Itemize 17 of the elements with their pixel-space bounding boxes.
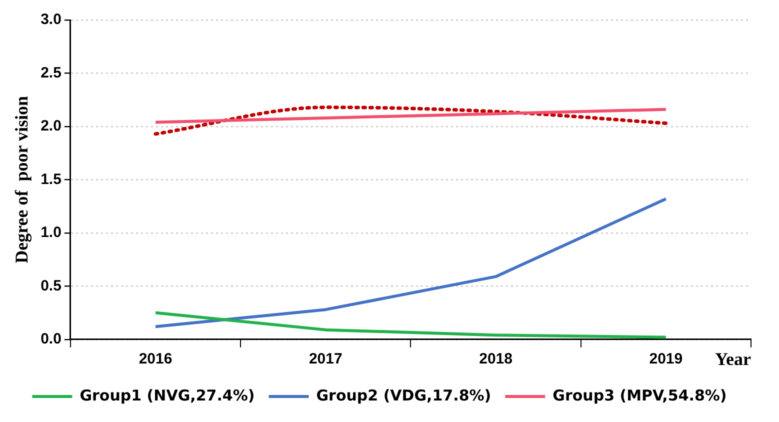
y-tick-label: 0.0 bbox=[40, 330, 62, 348]
y-tick-label: 1.0 bbox=[40, 224, 62, 242]
y-tick-label: 0.5 bbox=[40, 277, 62, 294]
legend-label: Group2 (VDG,17.8%) bbox=[316, 386, 492, 404]
y-tick-label: 1.5 bbox=[40, 170, 62, 188]
x-tick-label: 2019 bbox=[649, 350, 683, 368]
legend-label: Group1 (NVG,27.4%) bbox=[80, 386, 255, 404]
x-axis-title: Year bbox=[715, 348, 752, 369]
y-tick-label: 3.0 bbox=[40, 11, 62, 28]
y-tick-label: 2.5 bbox=[40, 64, 62, 82]
legend-label: Group3 (MPV,54.8%) bbox=[552, 386, 727, 404]
x-tick-label: 2017 bbox=[308, 350, 342, 368]
line-series bbox=[154, 106, 668, 136]
y-tick-label: 2.0 bbox=[40, 118, 62, 135]
x-tick-label: 2016 bbox=[138, 350, 172, 368]
x-tick-label: 2018 bbox=[479, 350, 512, 368]
y-axis-title: Degree of poor vision bbox=[11, 96, 32, 264]
